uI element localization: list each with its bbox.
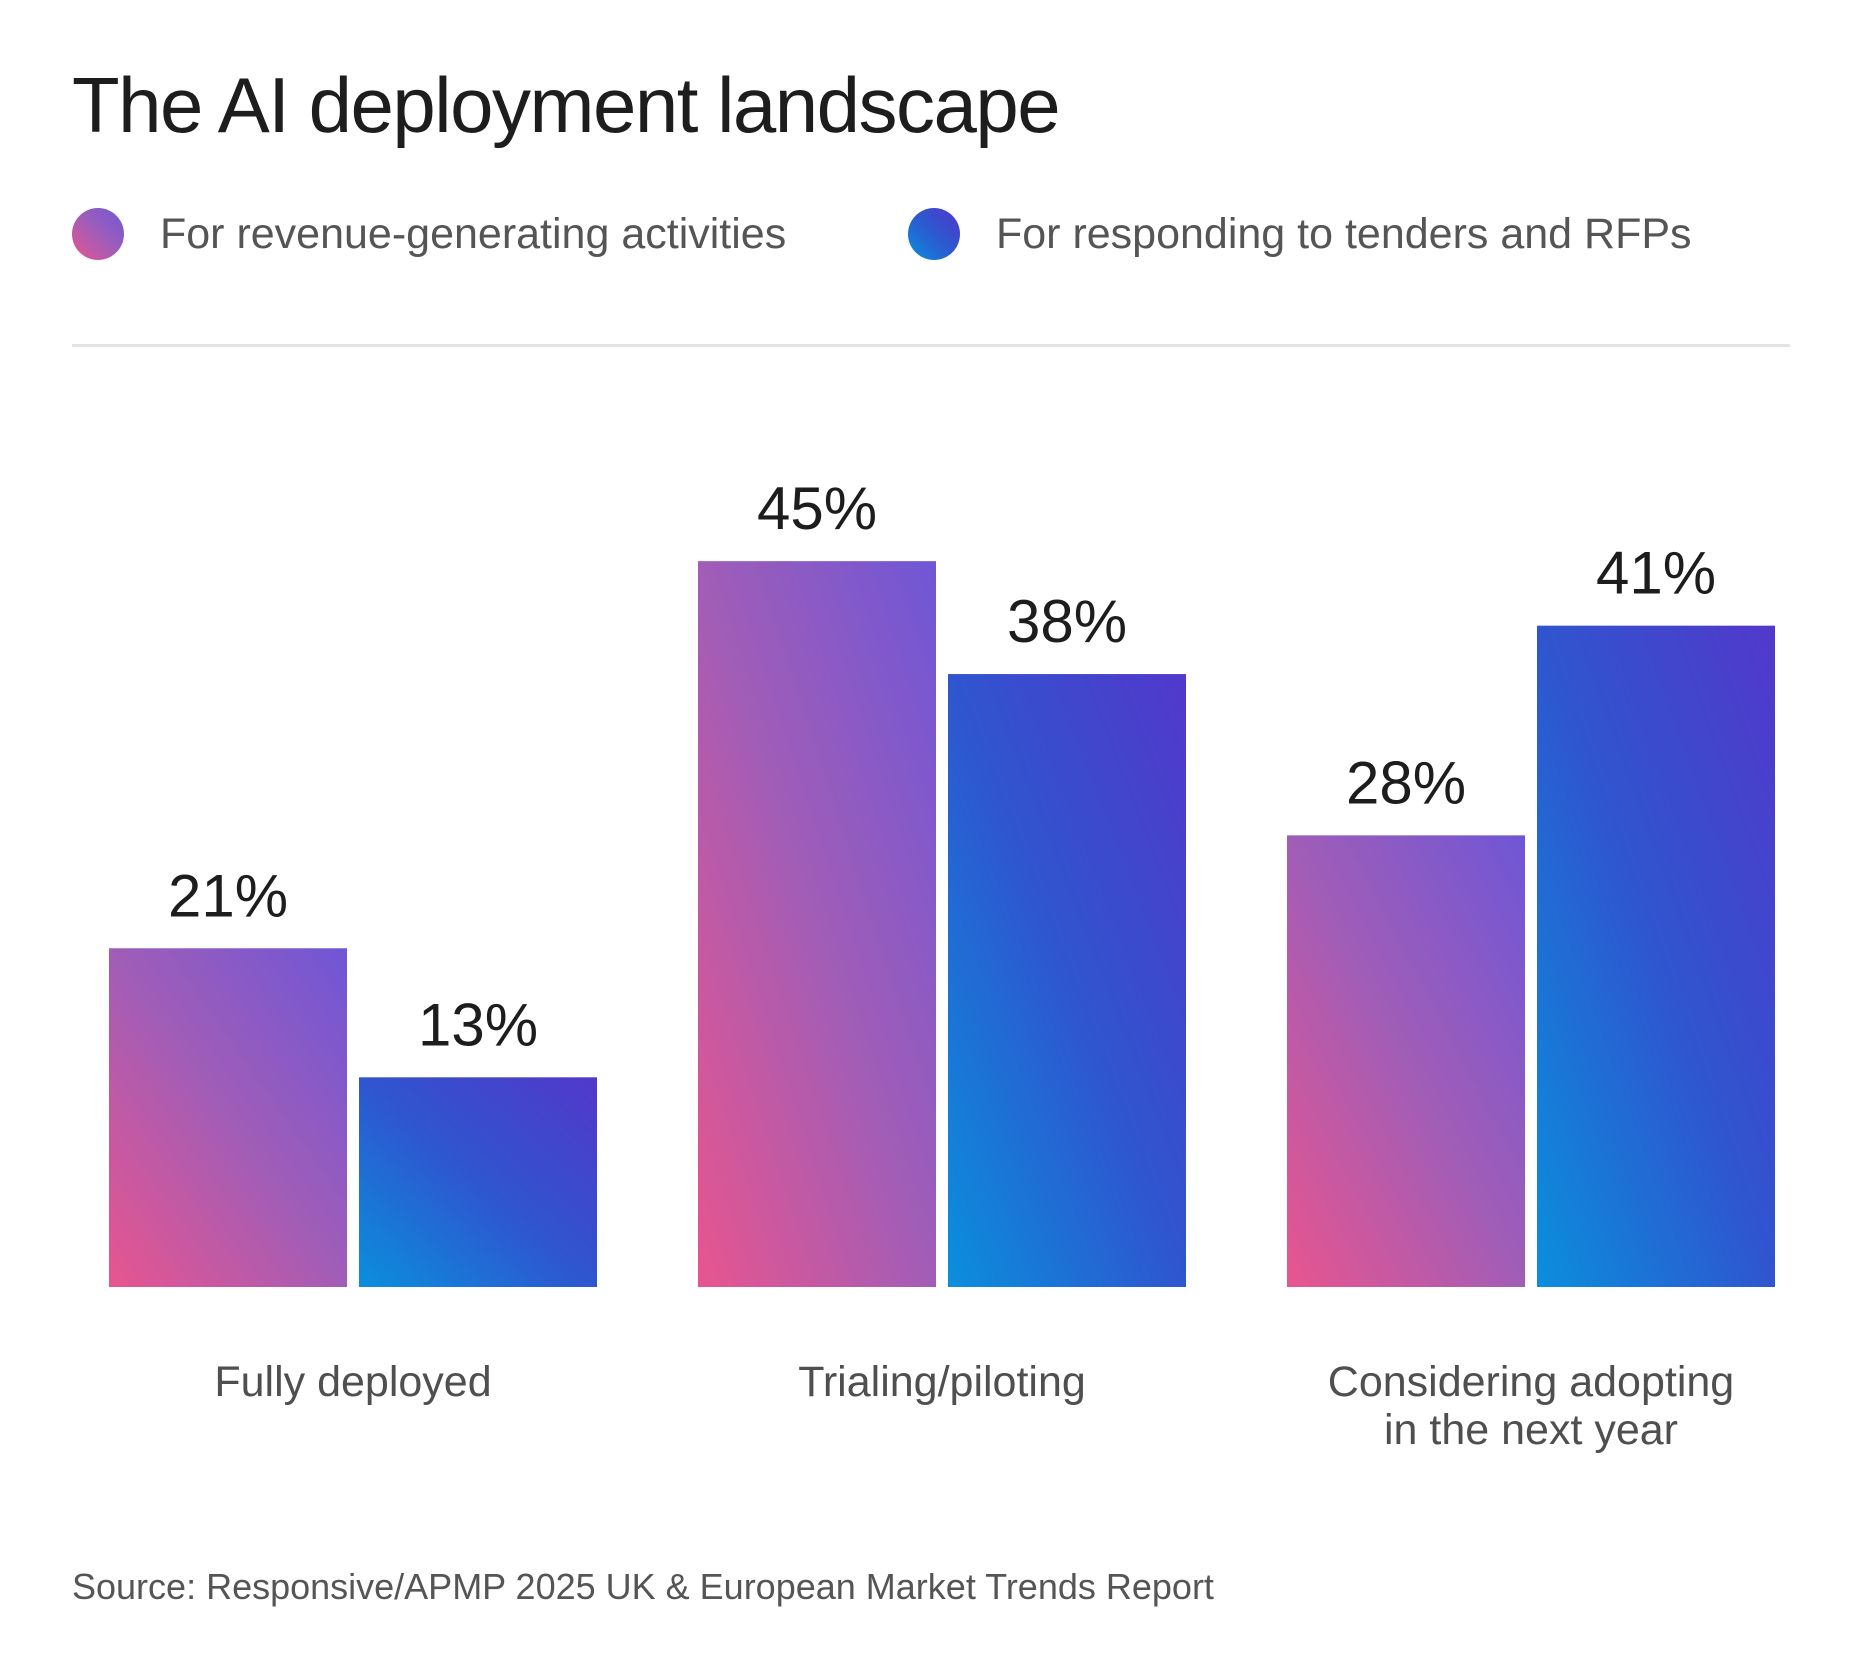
legend-divider xyxy=(72,344,1790,347)
bar-revenue-2 xyxy=(1287,835,1525,1287)
value-label-revenue-1: 45% xyxy=(757,475,877,542)
legend-item-rfp: For responding to tenders and RFPs xyxy=(908,206,1692,262)
legend-swatch-rfp xyxy=(908,208,960,260)
value-label-rfp-0: 13% xyxy=(418,991,538,1058)
category-label-0: Fully deployed xyxy=(214,1358,491,1406)
bars-layer xyxy=(109,561,1775,1287)
category-label-2: Considering adopting in the next year xyxy=(1328,1358,1734,1454)
bar-revenue-1 xyxy=(698,561,936,1287)
bar-rfp-0 xyxy=(359,1077,597,1287)
legend-item-revenue: For revenue-generating activities xyxy=(72,206,786,262)
value-label-revenue-0: 21% xyxy=(168,862,288,929)
category-labels-layer: Fully deployed Trialing/piloting Consideri… xyxy=(214,1358,1734,1454)
category-label-1-line-0: Trialing/piloting xyxy=(798,1358,1086,1406)
category-label-0-line-0: Fully deployed xyxy=(214,1358,491,1406)
legend-label-rfp: For responding to tenders and RFPs xyxy=(996,209,1692,258)
category-label-2-line-1: in the next year xyxy=(1384,1406,1678,1454)
category-label-2-line-0: Considering adopting xyxy=(1328,1358,1734,1406)
value-labels-layer: 21% 45% 28% 13% 38% 41% xyxy=(168,475,1716,1058)
value-label-rfp-2: 41% xyxy=(1596,540,1716,607)
source-note: Source: Responsive/APMP 2025 UK & Europe… xyxy=(72,1566,1214,1607)
legend: For revenue-generating activities For re… xyxy=(72,206,1792,262)
legend-label-revenue: For revenue-generating activities xyxy=(160,209,787,258)
bar-revenue-0 xyxy=(109,948,347,1287)
category-label-1: Trialing/piloting xyxy=(798,1358,1086,1406)
bar-rfp-2 xyxy=(1537,625,1775,1287)
legend-swatch-revenue xyxy=(72,208,124,260)
chart-title: The AI deployment landscape xyxy=(72,61,1061,149)
value-label-rfp-1: 38% xyxy=(1007,588,1127,655)
value-label-revenue-2: 28% xyxy=(1346,749,1466,816)
bar-chart: 21% 45% 28% 13% 38% 41% Fully deployed Trialin… xyxy=(109,475,1775,1454)
bar-rfp-1 xyxy=(948,674,1186,1287)
